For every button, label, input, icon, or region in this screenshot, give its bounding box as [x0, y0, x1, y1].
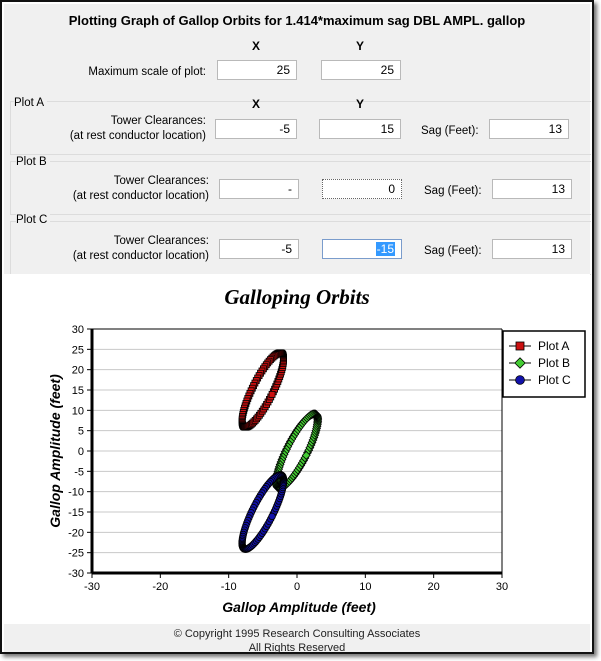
plot-a-group: [10, 101, 591, 155]
y-tick-label: 25: [72, 344, 84, 356]
max-scale-y-input[interactable]: 25: [321, 60, 401, 80]
x-tick-label: 10: [359, 581, 371, 593]
legend-label: Plot A: [538, 339, 569, 353]
max-scale-label: Maximum scale of plot:: [88, 66, 206, 78]
plot-b-tower-label: Tower Clearances: (at rest conductor loc…: [37, 174, 209, 204]
plot-a-sag-input[interactable]: 13: [489, 119, 569, 139]
orbit-marker: [268, 390, 276, 398]
y-tick-label: 10: [72, 405, 84, 417]
tower-clearances-text: Tower Clearances:: [110, 115, 206, 127]
y-tick-label: -5: [74, 466, 84, 478]
plot-a-label: Plot A: [14, 96, 48, 111]
y-tick-label: -30: [68, 568, 84, 580]
tower-clearances-text: Tower Clearances:: [113, 235, 209, 247]
legend-marker: [515, 375, 525, 385]
orbit-marker: [301, 450, 311, 460]
at-rest-text: (at rest conductor location): [72, 250, 209, 262]
chart-title: Galloping Orbits: [224, 285, 369, 309]
plot-a-x-header: X: [252, 97, 261, 111]
plot-c-y-input[interactable]: -15: [322, 239, 402, 259]
plot-c-label: Plot C: [16, 213, 51, 228]
x-tick-label: -20: [152, 581, 168, 593]
plot-a-sag-label: Sag (Feet):: [421, 125, 479, 137]
plot-c-sag-label: Sag (Feet):: [424, 245, 482, 257]
y-tick-label: -10: [68, 487, 84, 499]
plot-c-y-selected-text: -15: [375, 242, 395, 256]
plot-b-sag-label: Sag (Feet):: [424, 185, 482, 197]
y-axis-label: Gallop Amplitude (feet): [47, 374, 63, 528]
y-tick-label: 0: [78, 446, 84, 458]
legend-label: Plot B: [538, 356, 570, 370]
plot-b-group: [10, 161, 591, 215]
plot-a-tower-label: Tower Clearances: (at rest conductor loc…: [34, 114, 206, 144]
report-window: Plotting Graph of Gallop Orbits for 1.41…: [0, 0, 594, 654]
plot-c-tower-label: Tower Clearances: (at rest conductor loc…: [37, 234, 209, 264]
form-title: Plotting Graph of Gallop Orbits for 1.41…: [68, 13, 526, 28]
plot-a-y-header: Y: [356, 97, 365, 111]
y-tick-label: 15: [72, 385, 84, 397]
rights-text: All Rights Reserved: [248, 642, 346, 654]
galloping-orbits-chart: Galloping Orbits 30 25 20 15 10 5 0 -5 -10 -15 -20 -…: [47, 285, 586, 615]
column-x-header: X: [252, 39, 261, 53]
plot-c-sag-input[interactable]: 13: [492, 239, 572, 259]
x-axis-label: Gallop Amplitude (feet): [222, 599, 376, 615]
x-tick-label: -30: [84, 581, 100, 593]
plot-a-y-input[interactable]: 15: [319, 119, 401, 139]
y-tick-label: -25: [68, 548, 84, 560]
x-tick-label: -10: [221, 581, 237, 593]
y-tick-label: 30: [72, 324, 84, 336]
x-tick-label: 20: [428, 581, 440, 593]
legend-marker: [515, 341, 525, 351]
y-tick-label: -20: [68, 527, 84, 539]
orbit-marker: [268, 512, 276, 521]
y-tick-label: -15: [68, 507, 84, 519]
plot-a-x-input[interactable]: -5: [215, 119, 297, 139]
plot-b-x-input[interactable]: -: [219, 179, 299, 199]
tower-clearances-text: Tower Clearances:: [113, 175, 209, 187]
chart-area: Galloping Orbits 30 25 20 15 10 5 0 -5 -10 -15 -20 -…: [4, 274, 590, 626]
footer: © Copyright 1995 Research Consulting Ass…: [4, 624, 590, 654]
at-rest-text: (at rest conductor location): [72, 190, 209, 202]
x-tick-label: 0: [294, 581, 300, 593]
legend-label: Plot C: [538, 373, 571, 387]
y-tick-label: 5: [78, 426, 84, 438]
parameters-form: Plotting Graph of Gallop Orbits for 1.41…: [4, 4, 591, 275]
plot-b-y-input[interactable]: 0: [322, 179, 402, 199]
plot-c-x-input[interactable]: -5: [219, 239, 299, 259]
at-rest-text: (at rest conductor location): [69, 130, 206, 142]
max-scale-x-input[interactable]: 25: [217, 60, 297, 80]
plot-b-sag-input[interactable]: 13: [492, 179, 572, 199]
y-tick-label: 20: [72, 365, 84, 377]
column-y-header: Y: [356, 39, 365, 53]
legend-marker: [514, 357, 526, 369]
plot-b-label: Plot B: [16, 155, 50, 170]
x-tick-label: 30: [496, 581, 508, 593]
copyright-text: © Copyright 1995 Research Consulting Ass…: [173, 628, 421, 640]
